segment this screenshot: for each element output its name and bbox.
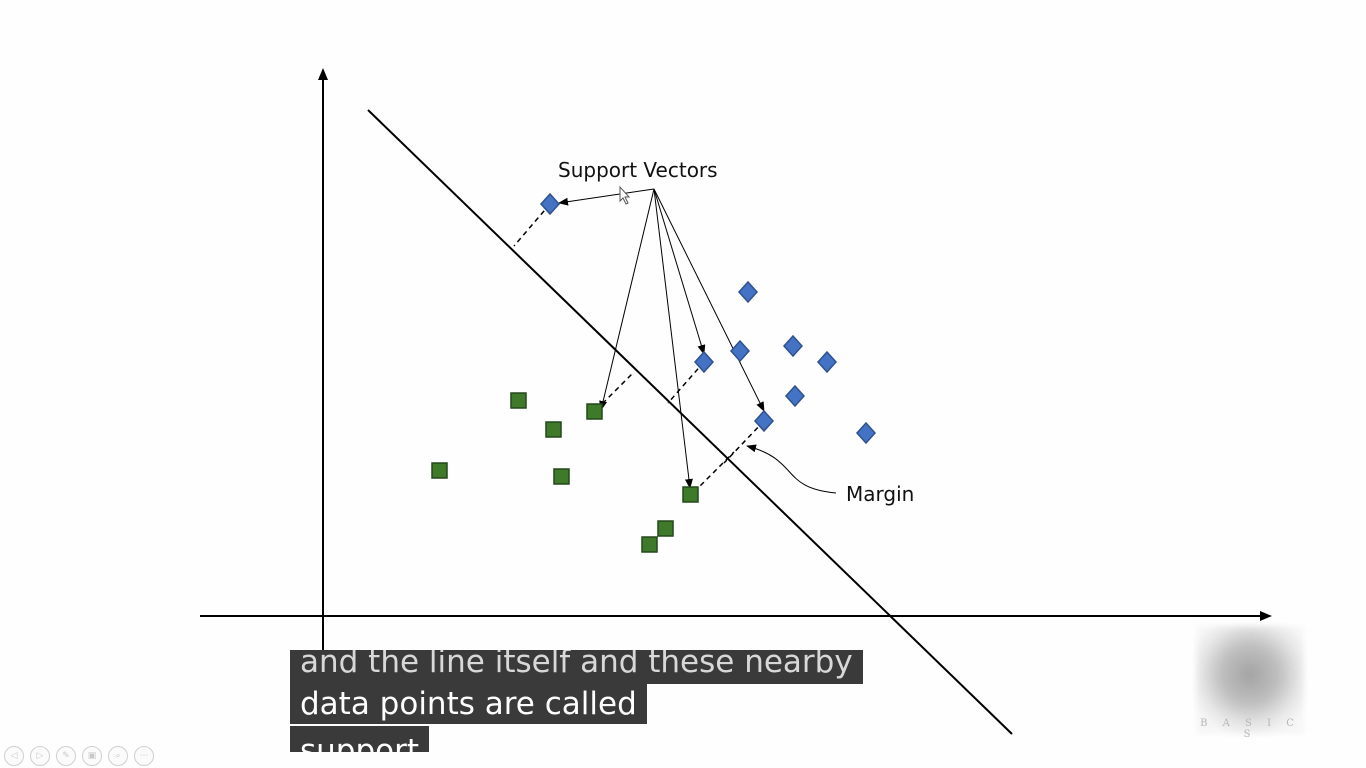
- square-point: [431, 462, 448, 479]
- subtitle-line-middle: data points are called: [290, 684, 647, 724]
- pointer-arrow: [599, 188, 655, 411]
- pointer-arrow: [558, 188, 655, 206]
- margin-line: [723, 420, 765, 464]
- support-vector-pointers: [558, 188, 765, 489]
- subtitle-line-top: and the line itself and these nearby: [290, 650, 863, 684]
- slideshow-toolbar: ◁ ▷ ✎ ▣ ⌕ ⋯: [4, 746, 154, 766]
- diamond-point: [782, 334, 804, 358]
- diamond-point: [816, 350, 838, 374]
- support-vector-diamond: [539, 192, 561, 216]
- support-vector-square: [682, 486, 699, 503]
- pen-icon[interactable]: ✎: [56, 746, 76, 766]
- margin-lines: [513, 203, 765, 493]
- x-axis-arrow-icon: [1260, 611, 1272, 621]
- margin-label: Margin: [846, 482, 914, 506]
- class-square-points: [431, 392, 699, 553]
- diamond-point: [784, 384, 806, 408]
- class-diamond-points: [539, 192, 877, 445]
- previous-icon[interactable]: ◁: [4, 746, 24, 766]
- channel-logo-text: B A S I C S: [1200, 718, 1300, 740]
- slides-icon[interactable]: ▣: [82, 746, 102, 766]
- margin-line: [667, 361, 705, 404]
- diamond-point: [729, 339, 751, 363]
- diamond-point: [855, 421, 877, 445]
- margin-callout-arrow: [746, 444, 837, 494]
- support-vector-diamond: [693, 350, 715, 374]
- square-point: [657, 520, 674, 537]
- diamond-point: [737, 280, 759, 304]
- subtitle-line-bottom: support: [290, 726, 430, 752]
- support-vectors-label: Support Vectors: [558, 158, 718, 182]
- more-icon[interactable]: ⋯: [134, 746, 154, 766]
- margin-line: [513, 203, 551, 247]
- hyperplane-line: [367, 109, 1013, 735]
- pointer-arrow: [653, 188, 693, 489]
- pointer-arrow: [653, 188, 706, 355]
- margin-line: [693, 451, 735, 493]
- square-point: [510, 392, 527, 409]
- square-point: [553, 468, 570, 485]
- next-icon[interactable]: ▷: [30, 746, 50, 766]
- support-vector-square: [586, 403, 603, 420]
- support-vector-diamond: [753, 409, 775, 433]
- y-axis-arrow-icon: [318, 68, 328, 80]
- mouse-cursor-icon: [619, 185, 631, 205]
- channel-logo: [1196, 626, 1304, 734]
- pointer-arrow: [653, 188, 765, 412]
- zoom-icon[interactable]: ⌕: [108, 746, 128, 766]
- square-point: [545, 421, 562, 438]
- square-point: [641, 536, 658, 553]
